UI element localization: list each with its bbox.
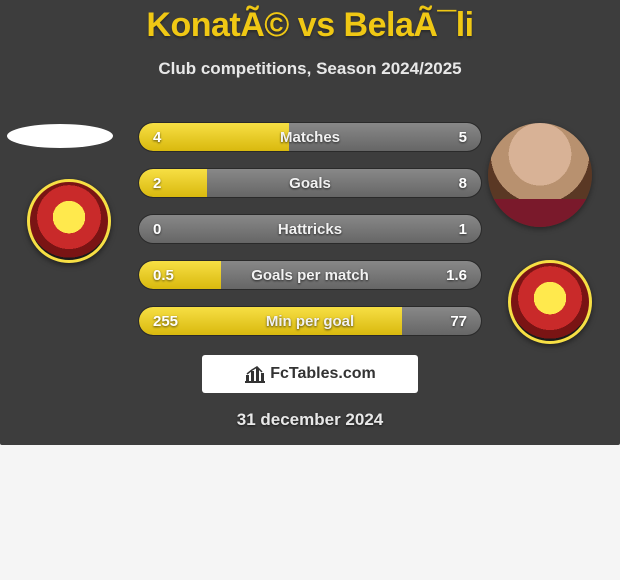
player-left-avatar [7, 124, 113, 148]
stat-label: Min per goal [139, 307, 481, 335]
stat-row: 01Hattricks [138, 214, 482, 244]
stat-row: 0.51.6Goals per match [138, 260, 482, 290]
subtitle: Club competitions, Season 2024/2025 [0, 59, 620, 79]
date-label: 31 december 2024 [0, 410, 620, 430]
brand-badge[interactable]: FcTables.com [202, 355, 418, 393]
stats-container: 45Matches 28Goals 01Hattricks 0.51.6Goals p… [138, 122, 482, 352]
club-crest-left [27, 179, 111, 263]
stat-label: Hattricks [139, 215, 481, 243]
stat-row: 45Matches [138, 122, 482, 152]
stat-label: Goals per match [139, 261, 481, 289]
page-title: KonatÃ© vs BelaÃ¯li [0, 0, 620, 45]
comparison-card: KonatÃ© vs BelaÃ¯li Club competitions, S… [0, 0, 620, 445]
stat-row: 25577Min per goal [138, 306, 482, 336]
bar-chart-icon [244, 365, 266, 383]
club-crest-right [508, 260, 592, 344]
stat-row: 28Goals [138, 168, 482, 198]
stat-label: Goals [139, 169, 481, 197]
stat-label: Matches [139, 123, 481, 151]
brand-label: FcTables.com [270, 365, 376, 383]
player-right-avatar [488, 123, 592, 227]
